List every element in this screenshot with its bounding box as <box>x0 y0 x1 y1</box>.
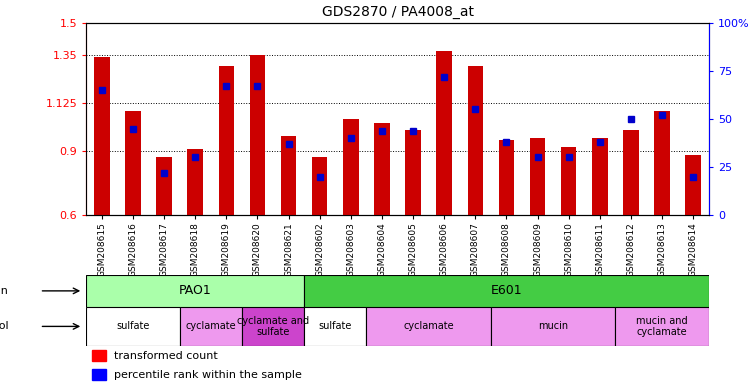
Bar <box>304 307 366 346</box>
Text: E601: E601 <box>490 285 522 297</box>
Bar <box>86 307 180 346</box>
Text: transformed count: transformed count <box>114 351 218 361</box>
Text: sulfate: sulfate <box>319 321 352 331</box>
Bar <box>561 147 577 215</box>
Bar <box>280 136 296 215</box>
Bar <box>92 369 106 380</box>
Text: percentile rank within the sample: percentile rank within the sample <box>114 370 302 380</box>
Bar <box>366 307 490 346</box>
Bar <box>188 149 203 215</box>
Bar <box>125 111 141 215</box>
Bar <box>312 157 328 215</box>
Text: sulfate: sulfate <box>116 321 149 331</box>
Bar <box>180 307 242 346</box>
Text: mucin: mucin <box>538 321 568 331</box>
Bar <box>592 138 608 215</box>
Bar <box>343 119 358 215</box>
Bar <box>92 350 106 361</box>
Text: PAO1: PAO1 <box>178 285 212 297</box>
Bar <box>156 157 172 215</box>
Bar <box>374 123 390 215</box>
Bar <box>436 51 452 215</box>
Text: cyclamate: cyclamate <box>404 321 454 331</box>
Bar <box>250 55 266 215</box>
Bar <box>467 66 483 215</box>
Bar <box>94 57 110 215</box>
Bar <box>86 275 304 307</box>
Bar <box>490 307 615 346</box>
Text: mucin and
cyclamate: mucin and cyclamate <box>636 316 688 337</box>
Bar <box>218 66 234 215</box>
Text: growth protocol: growth protocol <box>0 321 8 331</box>
Bar <box>304 275 709 307</box>
Bar <box>623 130 639 215</box>
Bar <box>405 130 421 215</box>
Bar <box>499 141 514 215</box>
Text: cyclamate: cyclamate <box>185 321 236 331</box>
Bar <box>686 155 701 215</box>
Title: GDS2870 / PA4008_at: GDS2870 / PA4008_at <box>322 5 473 19</box>
Bar <box>615 307 709 346</box>
Text: cyclamate and
sulfate: cyclamate and sulfate <box>237 316 309 337</box>
Bar <box>654 111 670 215</box>
Bar <box>530 138 545 215</box>
Text: strain: strain <box>0 286 8 296</box>
Bar <box>242 307 304 346</box>
